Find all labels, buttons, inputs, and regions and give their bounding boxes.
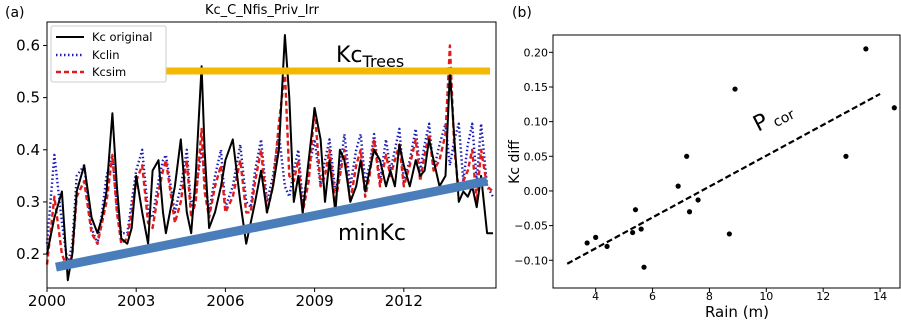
chart-b-ytick-label: 0.00 <box>524 185 549 198</box>
chart-a-ytick-label: 0.6 <box>16 36 40 54</box>
scatter-point <box>686 209 693 215</box>
legend-label-kcsim: Kcsim <box>92 65 126 79</box>
chart-b-xtick-label: 4 <box>592 290 599 303</box>
legend-label-kclin: Kclin <box>92 48 120 62</box>
scatter-point <box>726 231 732 237</box>
kc-trees-label: KcTrees <box>336 43 404 71</box>
chart-a-title: Kc_C_Nfis_Priv_Irr <box>205 3 320 18</box>
chart-a-legend: Kc original Kclin Kcsim <box>50 25 167 83</box>
chart-b-ylabel: Kc diff <box>507 140 523 184</box>
chart-b-ticks: 4 6 8 10 12 14 −0.10 −0.05 0.00 0.05 0.10 0.15 0.20 <box>514 46 887 303</box>
chart-b-xtick-label: 10 <box>759 290 773 303</box>
pcor-label-sub: cor <box>771 106 798 130</box>
scatter-point <box>843 153 849 159</box>
pcor-label: Pcor <box>749 97 797 139</box>
panel-a-label: (a) <box>5 5 25 21</box>
chart-b-xtick-label: 6 <box>649 290 656 303</box>
chart-b-xtick-label: 8 <box>706 290 713 303</box>
chart-a-xtick-label: 2003 <box>117 292 155 310</box>
chart-a-xtick-label: 2009 <box>296 292 334 310</box>
chart-b-ytick-label: −0.10 <box>514 254 548 267</box>
chart-b-plot: 4 6 8 10 12 14−0.10−0.050.000.050.100.150.20 … <box>507 34 901 321</box>
scatter-point <box>638 226 644 232</box>
scatter-point <box>604 243 610 250</box>
chart-b-ytick-label: 0.10 <box>524 116 549 129</box>
scatter-point <box>732 86 738 92</box>
kc-trees-label-main: Kc <box>336 43 363 68</box>
legend-box <box>50 25 167 83</box>
chart-a-frame <box>46 21 497 289</box>
chart-a-ytick-label: 0.3 <box>16 193 40 211</box>
scatter-point <box>675 183 681 189</box>
minkc-label: minKc <box>338 221 406 246</box>
chart-a-ticks: 2000 2003 2006 2009 2012 0.2 0.3 0.4 0.5 0.6 <box>16 36 423 310</box>
scatter-point <box>863 46 869 52</box>
chart-b-ytick-label: 0.15 <box>524 81 549 94</box>
chart-b-xtick-label: 14 <box>873 290 887 303</box>
chart-b-ytick-label: −0.05 <box>514 220 548 233</box>
scatter-point <box>684 153 690 159</box>
chart-b-ytick-label: 0.20 <box>524 46 549 59</box>
chart-a-plot: 2000 2003 2006 2009 2012 0.2 0.3 0.4 0.5 0.6 KcTr… <box>16 21 497 310</box>
trend-line <box>566 92 881 265</box>
scatter-point <box>891 105 897 111</box>
scatter-point <box>632 207 639 213</box>
chart-a-xtick-label: 2006 <box>206 292 244 310</box>
panel-b-label: (b) <box>512 5 532 21</box>
chart-a-annotations: KcTrees minKc <box>55 43 491 272</box>
scatter-point <box>593 234 599 240</box>
scatter-point <box>630 229 636 236</box>
scatter-point <box>695 197 701 203</box>
series-line-kc-original <box>46 34 493 282</box>
chart-a-ytick-label: 0.4 <box>16 141 40 159</box>
kc-trees-label-sub: Trees <box>362 52 405 71</box>
chart-b-frame <box>552 34 901 289</box>
scatter-point <box>641 264 647 270</box>
chart-a-ytick-label: 0.2 <box>16 245 40 263</box>
legend-label-kc-original: Kc original <box>92 30 153 44</box>
chart-b-xtick-label: 12 <box>816 290 830 303</box>
chart-a-ytick-label: 0.5 <box>16 89 40 107</box>
chart-a-xtick-label: 2000 <box>28 292 66 310</box>
chart-b-ytick-label: 0.05 <box>524 150 549 163</box>
chart-b-xlabel: Rain (m) <box>705 303 769 321</box>
chart-a-series <box>45 34 495 282</box>
minkc-line <box>55 176 488 272</box>
chart-b-points <box>584 46 897 270</box>
pcor-label-main: P <box>749 109 772 137</box>
chart-a-xtick-label: 2012 <box>385 292 423 310</box>
scatter-point <box>584 240 590 246</box>
